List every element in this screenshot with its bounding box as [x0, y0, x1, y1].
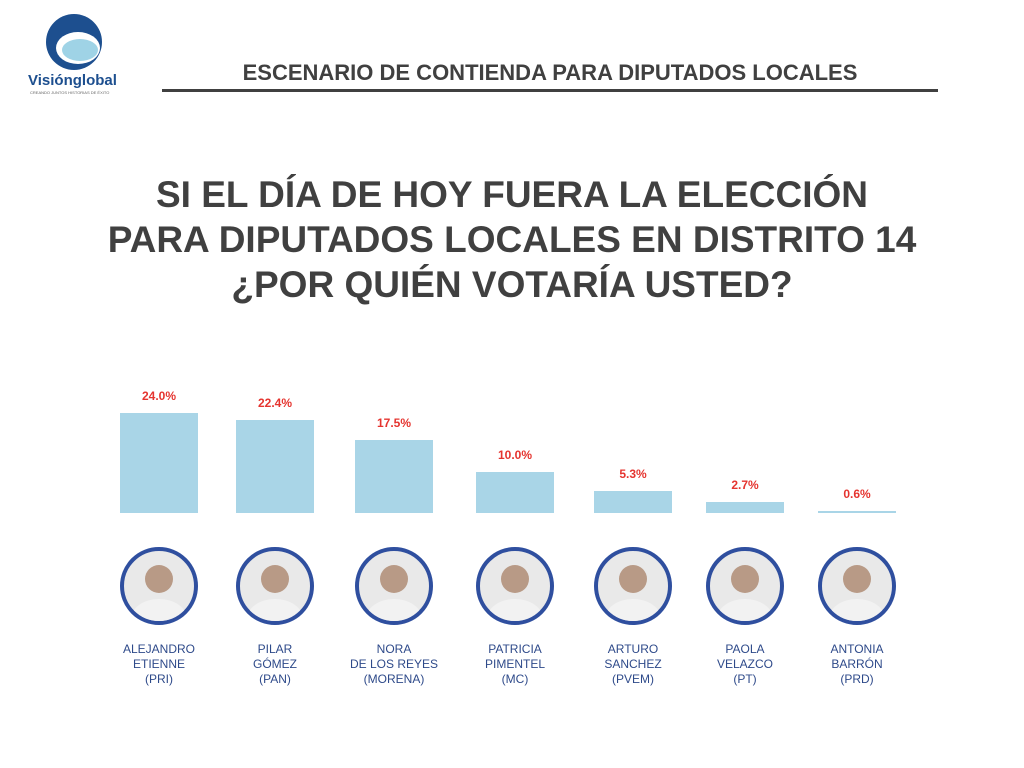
candidate-name: NORA DE LOS REYES (MORENA) — [349, 642, 439, 686]
logo-name: Visiónglobal — [28, 72, 117, 89]
bar — [120, 413, 198, 513]
candidate-name: PATRICIA PIMENTEL (MC) — [484, 642, 545, 686]
candidate-photo — [355, 547, 433, 625]
chart-title: SI EL DÍA DE HOY FUERA LA ELECCIÓN PARA … — [107, 174, 917, 305]
value-label: 10.0% — [497, 447, 533, 462]
candidate-name: ALEJANDRO ETIENNE (PRI) — [122, 642, 196, 686]
candidate-photo — [818, 547, 896, 625]
value-label: 22.4% — [257, 396, 293, 411]
bar — [236, 420, 314, 513]
value-label: 5.3% — [619, 467, 647, 481]
candidate-photo — [120, 547, 198, 625]
logo-tagline: CREANDO JUNTOS HISTORIAS DE ÉXITO — [30, 90, 110, 95]
candidate-name: ARTURO SANCHEZ (PVEM) — [604, 642, 662, 686]
candidate-photo — [594, 547, 672, 625]
photo-silhouette — [366, 565, 422, 621]
value-label: 2.7% — [731, 477, 759, 492]
photo-silhouette — [487, 565, 543, 621]
candidate-photo — [706, 547, 784, 625]
photo-silhouette — [131, 565, 187, 621]
photo-silhouette — [829, 565, 885, 621]
photo-silhouette — [605, 565, 661, 621]
bar — [355, 440, 433, 513]
header: ESCENARIO DE CONTIENDA PARA DIPUTADOS LO… — [242, 60, 858, 85]
bar — [706, 501, 784, 513]
candidate-photo — [476, 547, 554, 625]
candidate-name: PILAR GÓMEZ (PAN) — [253, 642, 297, 686]
bar — [818, 510, 896, 513]
photo-silhouette — [247, 565, 303, 621]
candidate-name: PAOLA VELAZCO (PT) — [716, 642, 773, 686]
photo-silhouette — [717, 565, 773, 621]
value-label: 0.6% — [843, 486, 871, 501]
candidate-photo — [236, 547, 314, 625]
value-label: 24.0% — [141, 389, 177, 404]
bar — [476, 471, 554, 513]
candidate-name: ANTONIA BARRÓN (PRD) — [830, 642, 884, 686]
header-rule — [162, 89, 938, 92]
value-label: 17.5% — [376, 416, 412, 431]
bar — [594, 491, 672, 513]
logo-icon — [46, 14, 102, 70]
